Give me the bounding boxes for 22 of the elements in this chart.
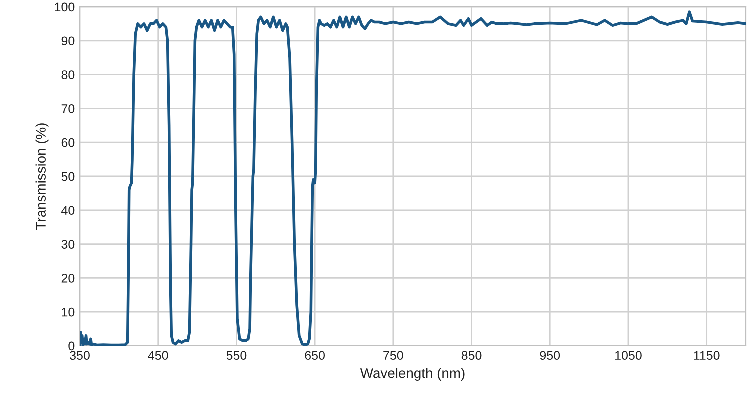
x-tick-label: 1150 bbox=[694, 351, 720, 360]
x-tick-label: 450 bbox=[148, 351, 168, 360]
x-tick-label: 550 bbox=[226, 351, 247, 360]
y-tick-label: 40 bbox=[62, 206, 75, 216]
x-axis-title: Wavelength (nm) bbox=[360, 368, 465, 382]
y-tick-label: 0 bbox=[68, 342, 75, 351]
y-tick-label: 60 bbox=[62, 138, 75, 148]
y-tick-label: 80 bbox=[62, 70, 75, 80]
y-tick-label: 20 bbox=[62, 274, 75, 283]
y-tick-label: 100 bbox=[55, 2, 75, 12]
y-tick-label: 50 bbox=[62, 172, 75, 182]
x-tick-label: 650 bbox=[305, 351, 325, 360]
x-tick-label: 1050 bbox=[616, 351, 642, 360]
x-tick-label: 850 bbox=[462, 351, 482, 360]
x-tick-label: 750 bbox=[384, 351, 404, 360]
y-tick-label: 70 bbox=[62, 104, 75, 114]
x-tick-label: 350 bbox=[70, 351, 90, 360]
y-tick-label: 90 bbox=[62, 36, 75, 46]
y-tick-label: 10 bbox=[62, 308, 75, 317]
x-tick-label: 950 bbox=[540, 351, 560, 360]
y-axis-title: Transmission (%) bbox=[36, 124, 49, 230]
y-tick-label: 30 bbox=[62, 240, 75, 249]
